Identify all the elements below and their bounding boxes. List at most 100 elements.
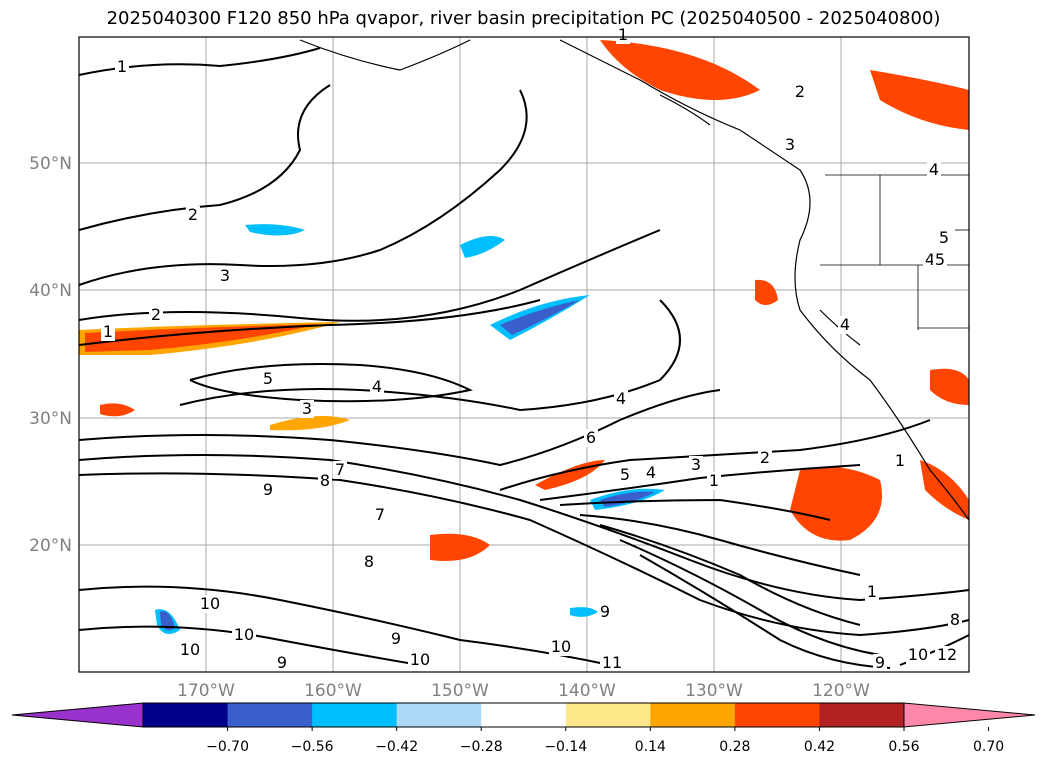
contour-label: 4 (929, 160, 939, 179)
contour-label-bg (838, 316, 852, 334)
colorbar-segment (565, 703, 651, 727)
colorbar-tick-label: −0.28 (460, 739, 503, 755)
contour-label-bg (232, 626, 256, 644)
contour-label: 4 (616, 389, 626, 408)
contour-label: 1 (867, 582, 877, 601)
contour-label: 2 (151, 305, 161, 324)
colorbar-segment (481, 703, 567, 727)
lon-label-170w: 170°W (177, 681, 235, 701)
contour-label-bg (408, 651, 432, 669)
colorbar-tick-label: 0.70 (973, 739, 1004, 755)
contour-label: 4 (646, 463, 656, 482)
contour-label: 3 (302, 399, 312, 418)
contour-label: 2 (188, 205, 198, 224)
contour-label: 5 (620, 465, 630, 484)
contour-label: 3 (691, 455, 701, 474)
lon-label-130w: 130°W (685, 681, 743, 701)
contour-label-bg (389, 630, 403, 648)
colorbar-tick-label: 0.14 (635, 739, 666, 755)
contour-label-bg (600, 654, 624, 672)
colorbar-tick-label: 0.28 (719, 739, 750, 755)
lat-label-20: 20°N (29, 536, 72, 556)
contour-label: 2 (795, 82, 805, 101)
contour-label-bg (873, 654, 887, 672)
contour-label: 10 (200, 594, 220, 613)
contour-label-bg (644, 464, 658, 482)
contour-label: 4 (372, 377, 382, 396)
contour-label-bg (614, 390, 628, 408)
contour-label-bg (115, 58, 129, 76)
contour-label: 5 (939, 228, 949, 247)
contour-label: 8 (950, 610, 960, 629)
contour-label-bg (783, 136, 797, 154)
qvapor-contours (78, 47, 970, 669)
contour-label-bg (186, 206, 200, 224)
contour-label: 3 (785, 135, 795, 154)
contour-label-bg (275, 654, 289, 672)
lon-axis: 170°W 160°W 150°W 140°W 130°W 120°W (177, 681, 870, 701)
colorbar-ticks: −0.70 −0.56 −0.42 −0.28 −0.14 0.14 0.28 0.42 0.5… (206, 727, 1004, 755)
colorbar-tick-label: 0.56 (888, 739, 919, 755)
precip-fill (79, 40, 969, 634)
colorbar-segment (396, 703, 482, 727)
map-title: 2025040300 F120 850 hPa qvapor, river ba… (106, 8, 941, 29)
colorbar-tick-label: −0.42 (375, 739, 418, 755)
colorbar-extend-high (904, 703, 1035, 727)
contour-label: 4 (840, 315, 850, 334)
contour-label: 5 (935, 250, 945, 269)
contour-label-bg (618, 466, 632, 484)
contour-label-bg (149, 306, 163, 324)
contour-label-bg (261, 481, 275, 499)
contour-label-bg (707, 472, 721, 490)
contour-label: 1 (709, 471, 719, 490)
lat-label-30: 30°N (29, 409, 72, 429)
colorbar-tick-label: −0.70 (206, 739, 249, 755)
contour-label-bg (948, 611, 962, 629)
contour-label-bg (793, 83, 807, 101)
contour-label: 10 (234, 625, 254, 644)
map-frame (78, 36, 970, 673)
contour-label: 11 (602, 653, 622, 672)
lon-label-150w: 150°W (431, 681, 489, 701)
contour-label: 12 (937, 645, 957, 664)
contour-label-bg (598, 603, 612, 621)
contour-label-bg (933, 251, 947, 269)
contour-label: 1 (117, 57, 127, 76)
contour-label: 5 (263, 369, 273, 388)
graticule (79, 37, 969, 672)
contour-label-bg (300, 400, 314, 418)
contour-label: 10 (180, 640, 200, 659)
colorbar-segment (143, 703, 229, 727)
contour-label-bg (101, 323, 115, 341)
lat-axis: 50°N 40°N 30°N 20°N (29, 154, 72, 556)
contour-label: 9 (875, 653, 885, 672)
coastlines (299, 39, 970, 521)
contour-label: 9 (263, 480, 273, 499)
colorbar-segment (734, 703, 820, 727)
contour-label-bg (318, 472, 332, 490)
contour-label: 10 (410, 650, 430, 669)
contour-label-bg (758, 449, 772, 467)
lon-label-120w: 120°W (812, 681, 870, 701)
contour-label: 6 (586, 428, 596, 447)
contour-label-bg (373, 506, 387, 524)
contour-label-bg (178, 641, 202, 659)
contour-label: 7 (335, 460, 345, 479)
contour-label-bg (362, 553, 376, 571)
colorbar-segment (650, 703, 736, 727)
lon-label-160w: 160°W (304, 681, 362, 701)
contour-label: 9 (600, 602, 610, 621)
contour-label-bg (906, 646, 930, 664)
contour-label: 7 (375, 505, 385, 524)
contour-label: 9 (277, 653, 287, 672)
contour-label-bg (616, 26, 630, 44)
contour-label: 8 (364, 552, 374, 571)
contour-label-bg (198, 595, 222, 613)
contour-label-bg (893, 452, 907, 470)
colorbar-frame (142, 702, 905, 728)
contour-label-bg (261, 370, 275, 388)
contour-label: 1 (103, 322, 113, 341)
